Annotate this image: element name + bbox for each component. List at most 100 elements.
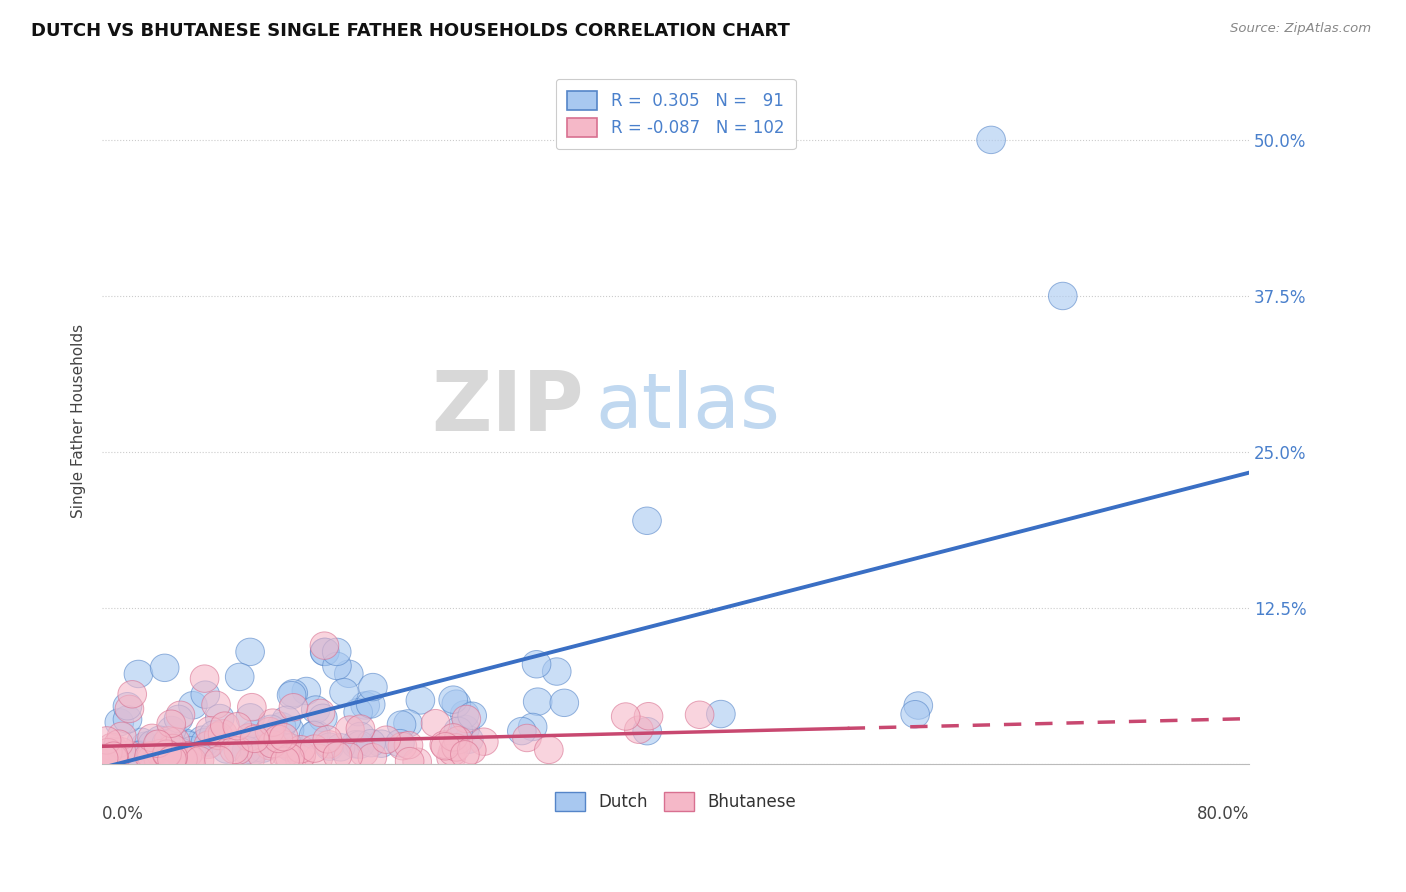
Ellipse shape xyxy=(256,717,284,745)
Ellipse shape xyxy=(124,741,152,769)
Ellipse shape xyxy=(177,737,205,764)
Ellipse shape xyxy=(138,731,167,758)
Ellipse shape xyxy=(322,638,352,665)
Text: atlas: atlas xyxy=(595,370,780,444)
Ellipse shape xyxy=(634,703,662,730)
Ellipse shape xyxy=(439,723,468,751)
Ellipse shape xyxy=(219,736,249,764)
Ellipse shape xyxy=(519,714,547,740)
Ellipse shape xyxy=(115,695,143,723)
Ellipse shape xyxy=(314,725,342,753)
Ellipse shape xyxy=(235,747,264,774)
Ellipse shape xyxy=(107,738,135,765)
Ellipse shape xyxy=(208,720,238,747)
Ellipse shape xyxy=(176,747,204,774)
Ellipse shape xyxy=(224,737,253,764)
Ellipse shape xyxy=(322,652,352,680)
Ellipse shape xyxy=(188,726,217,754)
Ellipse shape xyxy=(441,734,471,761)
Ellipse shape xyxy=(523,688,553,715)
Ellipse shape xyxy=(107,723,136,749)
Ellipse shape xyxy=(163,739,191,766)
Ellipse shape xyxy=(225,663,254,690)
Ellipse shape xyxy=(270,723,298,751)
Ellipse shape xyxy=(373,726,401,754)
Ellipse shape xyxy=(118,681,146,708)
Ellipse shape xyxy=(350,739,378,766)
Ellipse shape xyxy=(276,716,304,744)
Ellipse shape xyxy=(1049,282,1077,310)
Ellipse shape xyxy=(240,728,270,756)
Ellipse shape xyxy=(257,715,285,742)
Ellipse shape xyxy=(104,730,134,757)
Ellipse shape xyxy=(159,734,187,762)
Ellipse shape xyxy=(190,665,219,692)
Ellipse shape xyxy=(454,726,484,754)
Ellipse shape xyxy=(236,704,264,731)
Ellipse shape xyxy=(276,734,305,762)
Ellipse shape xyxy=(270,731,298,758)
Ellipse shape xyxy=(159,743,187,771)
Ellipse shape xyxy=(162,727,190,755)
Ellipse shape xyxy=(94,739,122,766)
Ellipse shape xyxy=(308,704,337,731)
Ellipse shape xyxy=(179,691,207,719)
Ellipse shape xyxy=(277,681,307,709)
Ellipse shape xyxy=(357,730,385,757)
Ellipse shape xyxy=(155,727,183,754)
Ellipse shape xyxy=(143,745,173,772)
Ellipse shape xyxy=(98,744,128,772)
Ellipse shape xyxy=(534,736,564,764)
Ellipse shape xyxy=(166,738,195,765)
Ellipse shape xyxy=(685,701,714,729)
Ellipse shape xyxy=(238,693,266,721)
Ellipse shape xyxy=(271,747,299,774)
Text: 80.0%: 80.0% xyxy=(1197,805,1249,823)
Ellipse shape xyxy=(212,736,240,764)
Ellipse shape xyxy=(167,745,197,772)
Ellipse shape xyxy=(437,744,465,772)
Ellipse shape xyxy=(235,723,263,751)
Ellipse shape xyxy=(385,730,415,757)
Ellipse shape xyxy=(172,729,200,756)
Ellipse shape xyxy=(450,740,479,768)
Ellipse shape xyxy=(267,713,295,739)
Ellipse shape xyxy=(264,725,292,753)
Ellipse shape xyxy=(444,726,472,754)
Ellipse shape xyxy=(344,698,373,726)
Ellipse shape xyxy=(550,690,579,716)
Ellipse shape xyxy=(278,680,308,707)
Ellipse shape xyxy=(367,730,395,757)
Text: Source: ZipAtlas.com: Source: ZipAtlas.com xyxy=(1230,22,1371,36)
Ellipse shape xyxy=(458,702,486,730)
Ellipse shape xyxy=(352,692,380,719)
Ellipse shape xyxy=(146,739,174,767)
Ellipse shape xyxy=(633,717,661,745)
Ellipse shape xyxy=(93,727,121,754)
Ellipse shape xyxy=(311,632,339,659)
Ellipse shape xyxy=(307,699,335,727)
Ellipse shape xyxy=(166,701,195,729)
Ellipse shape xyxy=(280,694,308,721)
Ellipse shape xyxy=(394,731,423,759)
Ellipse shape xyxy=(98,743,127,771)
Ellipse shape xyxy=(904,692,932,719)
Ellipse shape xyxy=(150,742,179,769)
Ellipse shape xyxy=(200,721,228,748)
Ellipse shape xyxy=(444,717,472,745)
Ellipse shape xyxy=(395,747,425,775)
Ellipse shape xyxy=(236,638,264,665)
Ellipse shape xyxy=(301,735,329,763)
Ellipse shape xyxy=(336,716,364,743)
Ellipse shape xyxy=(146,726,174,754)
Ellipse shape xyxy=(388,732,416,760)
Ellipse shape xyxy=(633,507,661,534)
Ellipse shape xyxy=(346,731,374,758)
Ellipse shape xyxy=(224,713,252,740)
Ellipse shape xyxy=(457,737,486,764)
Ellipse shape xyxy=(257,731,287,758)
Ellipse shape xyxy=(315,733,343,760)
Ellipse shape xyxy=(135,742,163,770)
Ellipse shape xyxy=(271,739,299,767)
Ellipse shape xyxy=(157,716,186,744)
